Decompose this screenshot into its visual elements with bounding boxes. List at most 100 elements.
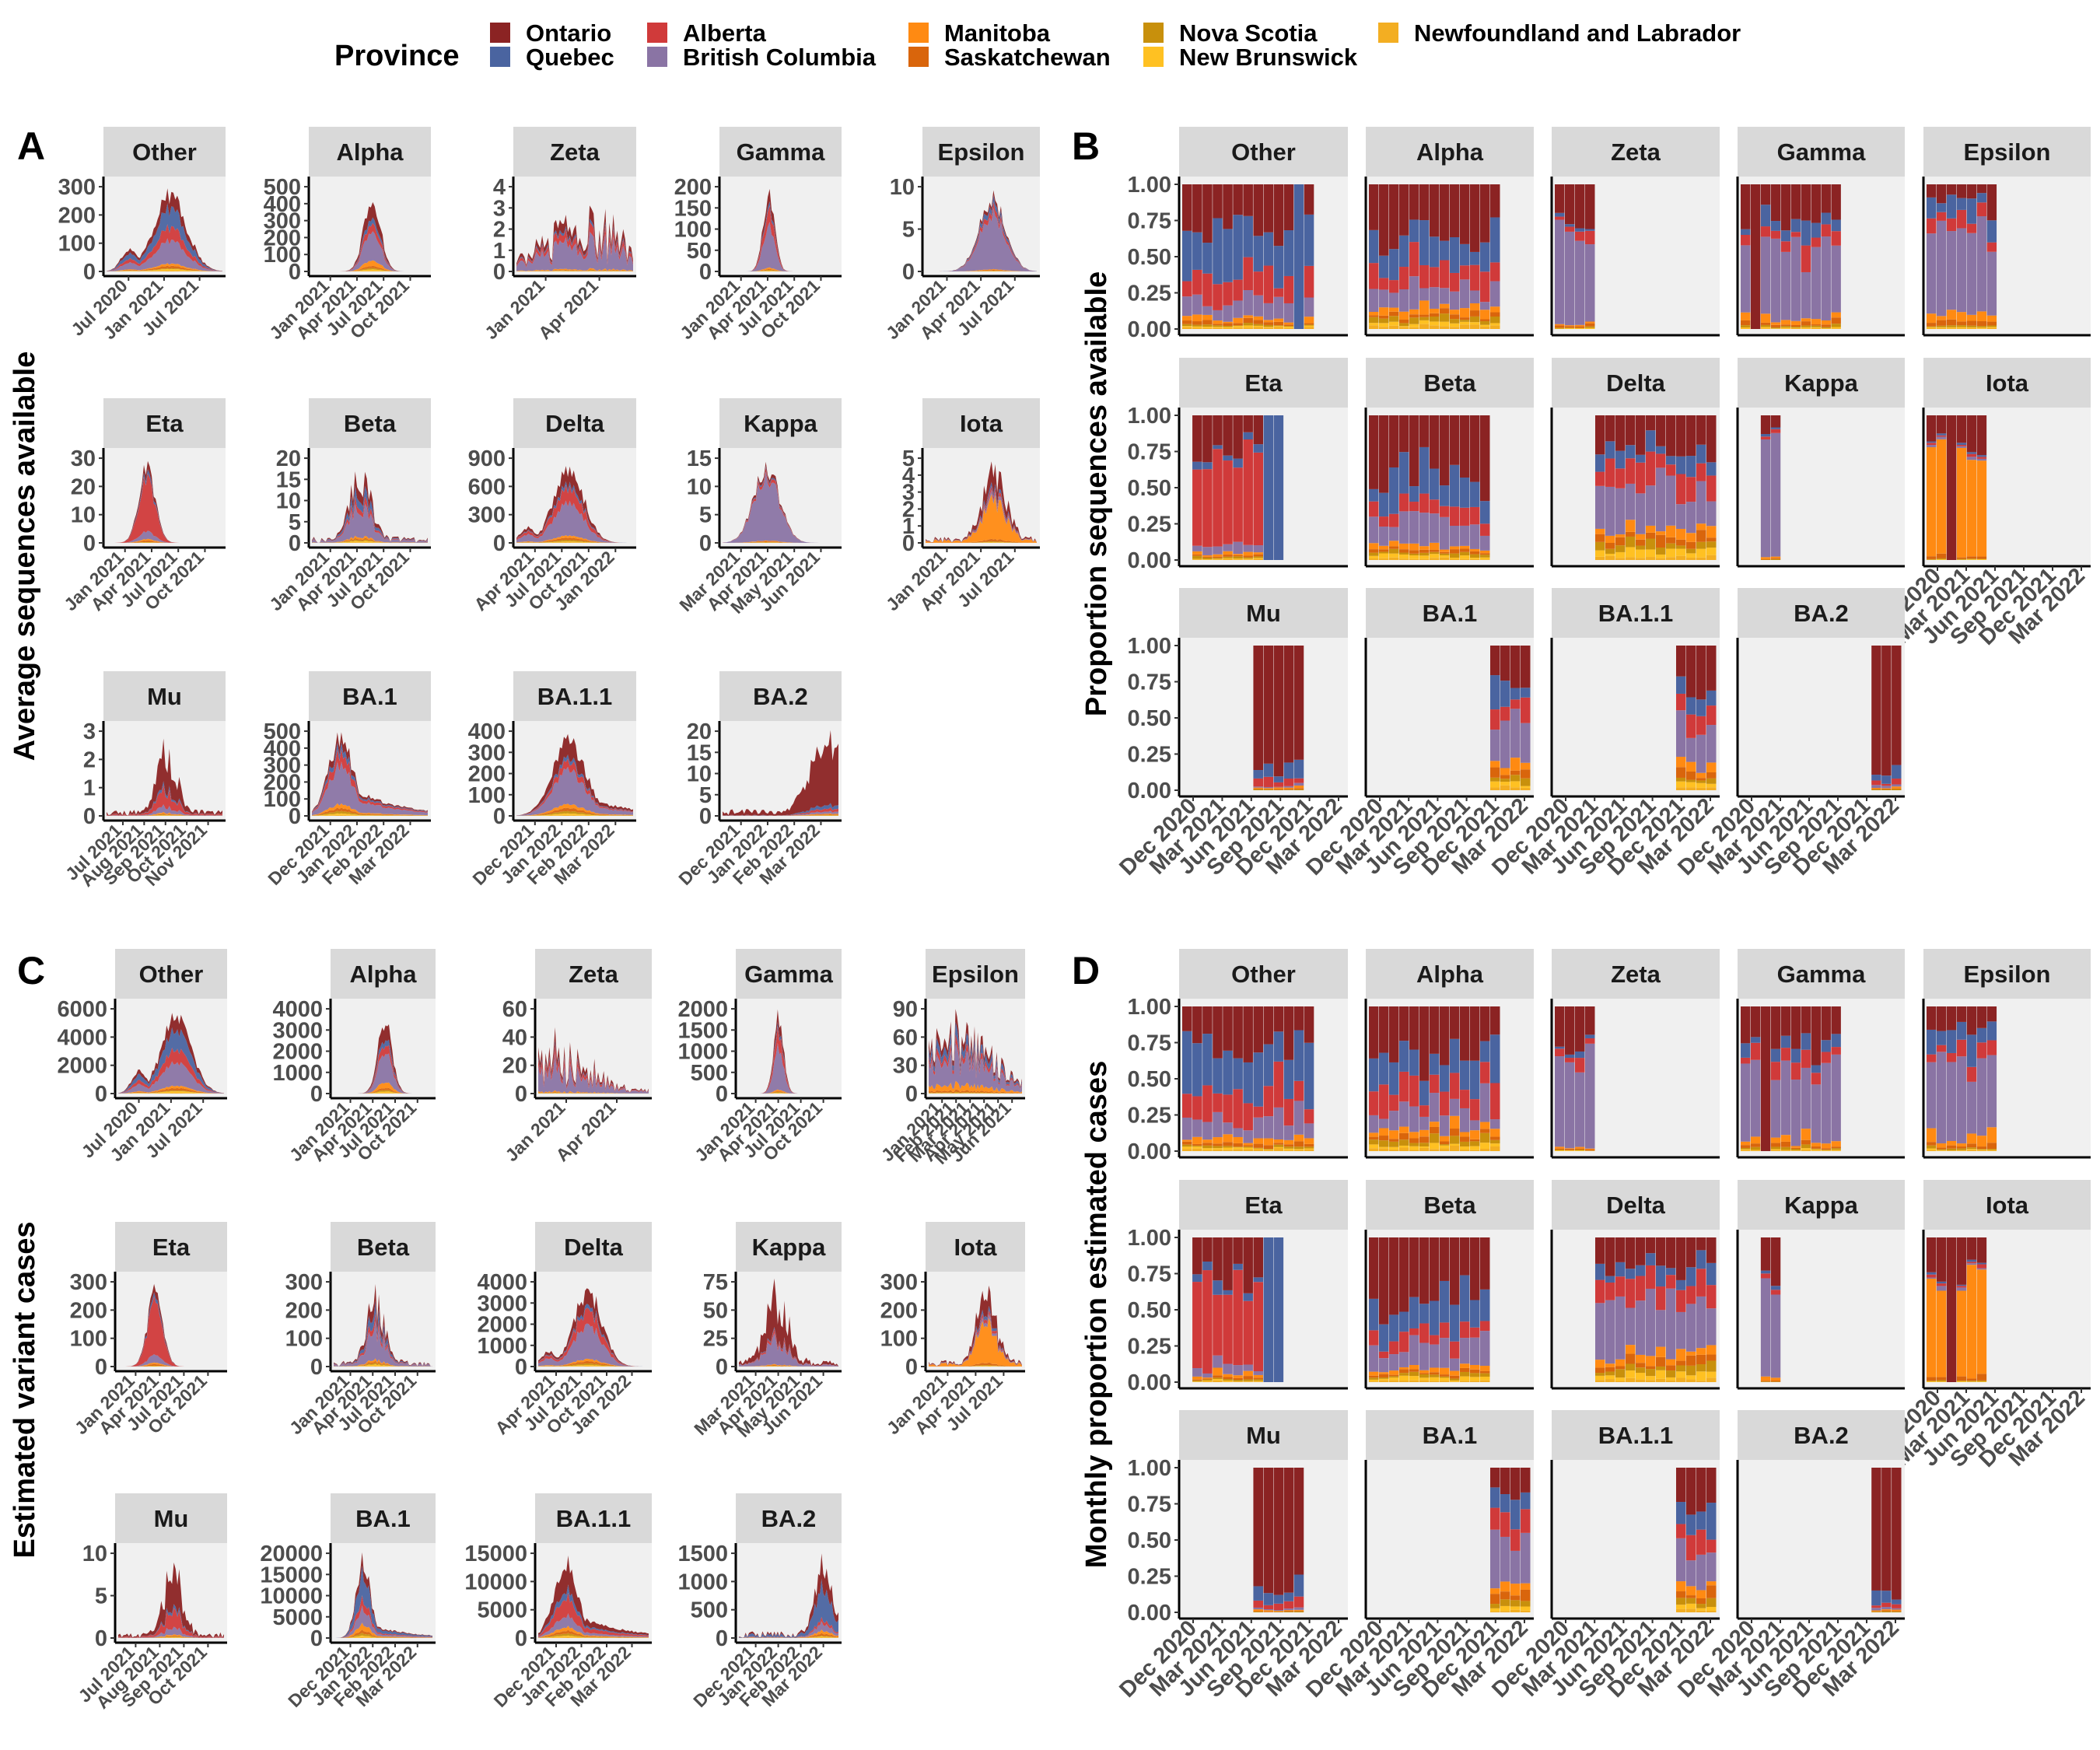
bar-segment xyxy=(1369,289,1379,313)
area-layer-british-columbia xyxy=(739,1333,838,1367)
bar-segment xyxy=(1223,455,1233,461)
bar-segment xyxy=(1686,1586,1696,1596)
bar-segment xyxy=(1770,327,1781,329)
bar-segment xyxy=(1470,1373,1480,1377)
area-layer-saskatchewan xyxy=(739,1364,838,1367)
facet-strip-label: Gamma xyxy=(737,138,825,166)
bar-segment xyxy=(1790,236,1801,321)
bar-segment xyxy=(1399,1373,1409,1376)
bar-segment xyxy=(1605,1363,1615,1367)
bar-segment xyxy=(1821,224,1831,237)
y-tick-label: 100 xyxy=(880,1327,918,1352)
y-tick-label: 0 xyxy=(493,531,506,556)
y-tick-label: 20 xyxy=(276,446,301,471)
bar-segment xyxy=(1706,555,1717,560)
area-layer-newfoundland-and-labrador xyxy=(334,1365,432,1367)
bar-segment xyxy=(1706,725,1717,763)
bar-segment xyxy=(1263,320,1274,323)
area-layer-saskatchewan xyxy=(538,1360,649,1367)
bar-segment xyxy=(1595,1303,1605,1360)
bar-segment xyxy=(1595,415,1605,455)
area-layer-manitoba xyxy=(107,263,222,271)
bar-segment xyxy=(1470,184,1480,252)
bar-segment xyxy=(1575,184,1585,229)
bar-segment xyxy=(1706,1552,1717,1582)
bar-segment xyxy=(1192,554,1202,556)
bar-segment xyxy=(1293,759,1304,779)
bar-segment xyxy=(1500,1536,1510,1582)
bar-segment xyxy=(1389,541,1399,547)
bar-segment xyxy=(1182,316,1192,321)
bar-segment xyxy=(1956,198,1967,210)
bar-segment xyxy=(1202,556,1213,558)
area-layer-manitoba xyxy=(929,1080,1022,1094)
facet-alpha: Alpha xyxy=(1364,949,1534,1159)
bar-segment xyxy=(1521,1610,1531,1612)
bar-segment xyxy=(1575,1072,1585,1147)
area-layer-nova-scotia xyxy=(723,814,838,816)
area-layer-manitoba xyxy=(516,268,633,271)
stacked-area xyxy=(723,461,838,543)
bar-segment xyxy=(1480,271,1490,303)
bar-segment xyxy=(1440,555,1450,558)
bar-segment xyxy=(1430,1143,1440,1150)
bar-segment xyxy=(1696,548,1706,558)
bar-segment xyxy=(1770,1137,1781,1143)
bar-segment xyxy=(1460,279,1470,309)
bar-segment xyxy=(1202,1270,1213,1374)
bar-segment xyxy=(1500,1611,1510,1612)
bar-segment xyxy=(1470,1327,1480,1338)
bar-segment xyxy=(1253,646,1263,771)
bar-segment xyxy=(1192,327,1202,329)
facet-strip-label: Beta xyxy=(357,1234,410,1261)
bar-segment xyxy=(1283,1125,1294,1140)
bar-segment xyxy=(1936,558,1947,560)
bar-segment xyxy=(1956,1376,1967,1381)
bar-segment xyxy=(1293,1607,1304,1610)
bar-segment xyxy=(1440,1377,1450,1381)
bar-segment xyxy=(1182,281,1192,297)
y-tick-label: 10000 xyxy=(464,1570,527,1594)
bar-segment xyxy=(1460,555,1470,559)
bar-segment xyxy=(1565,325,1575,327)
bar-segment xyxy=(1565,226,1575,232)
bar-segment xyxy=(1927,446,1937,557)
bar-segment xyxy=(1293,1149,1304,1150)
bar-segment xyxy=(1575,328,1585,329)
bar-segment xyxy=(1243,1145,1253,1147)
legend-label: Quebec xyxy=(526,44,614,71)
bar-segment xyxy=(1213,1367,1223,1376)
bar-segment xyxy=(1409,502,1419,512)
bar-segment xyxy=(1565,1150,1575,1151)
bar-segment xyxy=(1440,303,1450,309)
bar-segment xyxy=(1440,1367,1450,1375)
area-layer-british-columbia xyxy=(118,1626,224,1638)
bar-segment xyxy=(1273,325,1284,327)
bar-segment xyxy=(1892,1609,1902,1612)
legend-item-nova-scotia: Nova Scotia xyxy=(1143,19,1318,47)
bar-segment xyxy=(1676,415,1686,457)
bar-segment xyxy=(1656,1310,1666,1347)
stacked-bars xyxy=(1871,1468,1902,1612)
bar-segment xyxy=(1253,316,1263,320)
legend-swatch xyxy=(647,47,667,67)
bar-segment xyxy=(1686,1603,1696,1609)
facet-beta: Beta xyxy=(1364,358,1534,568)
bar-segment xyxy=(1760,324,1771,327)
bar-segment xyxy=(1369,1115,1379,1133)
bar-segment xyxy=(1419,1105,1430,1117)
bar-segment xyxy=(1636,462,1646,494)
y-tick-label: 1.00 xyxy=(1128,1456,1171,1481)
y-tick-label: 0.00 xyxy=(1128,1139,1171,1164)
bar-segment xyxy=(1490,1608,1500,1612)
y-tick-label: 1 xyxy=(902,514,915,539)
bar-segment xyxy=(1686,1304,1696,1352)
bar-segment xyxy=(1936,436,1947,439)
bar-segment xyxy=(1956,443,1967,445)
bar-segment xyxy=(1450,1378,1460,1381)
area-layer-ontario xyxy=(107,188,222,271)
bar-segment xyxy=(1223,1122,1233,1135)
bar-segment xyxy=(1676,777,1686,782)
bar-segment xyxy=(1656,548,1666,555)
